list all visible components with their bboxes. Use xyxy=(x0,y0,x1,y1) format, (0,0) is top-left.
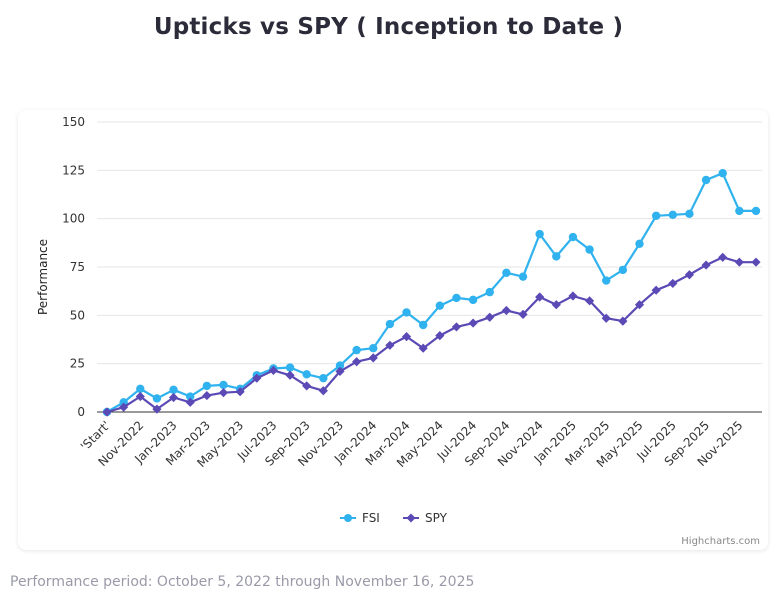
spy-point[interactable] xyxy=(634,300,645,310)
y-tick-label: 25 xyxy=(70,357,85,371)
legend-item-spy[interactable]: SPY xyxy=(403,511,448,525)
spy-point[interactable] xyxy=(668,278,678,289)
fsi-point[interactable] xyxy=(602,276,611,285)
fsi-point[interactable] xyxy=(735,206,744,216)
spy-point[interactable] xyxy=(168,392,179,403)
page-title: Upticks vs SPY ( Inception to Date ) xyxy=(153,14,624,40)
y-tick-label: 50 xyxy=(70,308,85,322)
spy-point[interactable] xyxy=(485,312,495,322)
fsi-point[interactable] xyxy=(418,320,428,330)
fsi-point[interactable] xyxy=(136,384,145,393)
fsi-point[interactable] xyxy=(502,268,511,277)
grid-lines xyxy=(97,121,762,365)
fsi-point[interactable] xyxy=(718,169,727,178)
spy-point[interactable] xyxy=(751,257,761,267)
legend-marker-fsi xyxy=(344,514,352,522)
fsi-point[interactable] xyxy=(119,398,128,407)
spy-point[interactable] xyxy=(385,340,395,350)
fsi-point[interactable] xyxy=(169,385,178,394)
fsi-point[interactable] xyxy=(402,308,411,317)
fsi-point[interactable] xyxy=(751,206,761,216)
legend: FSI SPY xyxy=(340,511,448,525)
spy-point[interactable] xyxy=(302,381,312,391)
spy-point[interactable] xyxy=(135,391,145,402)
spy-series xyxy=(102,252,761,417)
spy-point[interactable] xyxy=(202,390,212,401)
spy-point[interactable] xyxy=(152,404,162,414)
fsi-point[interactable] xyxy=(585,245,594,254)
fsi-point[interactable] xyxy=(335,361,345,370)
fsi-point[interactable] xyxy=(452,293,461,303)
spy-point[interactable] xyxy=(684,270,695,280)
fsi-point[interactable] xyxy=(552,252,561,261)
fsi-point[interactable] xyxy=(352,345,361,355)
spy-point[interactable] xyxy=(468,318,478,328)
fsi-point[interactable] xyxy=(468,295,478,305)
fsi-point[interactable] xyxy=(485,287,494,297)
spy-line xyxy=(106,256,756,414)
spy-point[interactable] xyxy=(218,388,229,398)
fsi-point[interactable] xyxy=(385,319,395,329)
spy-point[interactable] xyxy=(185,397,195,407)
spy-point[interactable] xyxy=(568,291,578,301)
spy-point[interactable] xyxy=(235,387,245,397)
fsi-point[interactable] xyxy=(369,344,378,353)
performance-chart: Highcharts.com 0 25 50 75 100 125 150 Performan… xyxy=(36,115,762,547)
spy-point[interactable] xyxy=(451,322,462,332)
fsi-point[interactable] xyxy=(685,209,694,219)
y-axis-title: Performance xyxy=(36,239,50,315)
fsi-point[interactable] xyxy=(535,229,544,239)
fsi-point[interactable] xyxy=(701,175,711,185)
y-tick-label: 150 xyxy=(62,115,85,129)
spy-point[interactable] xyxy=(734,257,744,267)
spy-point[interactable] xyxy=(601,313,611,323)
spy-point[interactable] xyxy=(285,370,295,380)
spy-point[interactable] xyxy=(535,292,545,302)
series-group xyxy=(102,169,761,417)
fsi-point[interactable] xyxy=(285,363,295,372)
fsi-point[interactable] xyxy=(568,232,578,242)
fsi-point[interactable] xyxy=(219,380,228,390)
fsi-point[interactable] xyxy=(435,301,445,310)
fsi-point[interactable] xyxy=(202,381,212,391)
spy-point[interactable] xyxy=(318,386,328,396)
spy-point[interactable] xyxy=(501,305,511,316)
spy-point[interactable] xyxy=(335,366,345,376)
fsi-line xyxy=(106,172,756,413)
fsi-point[interactable] xyxy=(651,211,661,220)
highcharts-credits[interactable]: Highcharts.com xyxy=(681,536,760,547)
legend-label-fsi: FSI xyxy=(362,511,380,525)
spy-point[interactable] xyxy=(352,357,362,367)
spy-point[interactable] xyxy=(551,300,561,310)
y-tick-label: 0 xyxy=(77,405,85,419)
y-tick-label: 100 xyxy=(62,212,85,226)
spy-point[interactable] xyxy=(119,402,129,412)
spy-point[interactable] xyxy=(651,285,661,295)
fsi-point[interactable] xyxy=(319,373,328,383)
y-tick-label: 75 xyxy=(70,260,85,274)
legend-marker-spy xyxy=(406,513,416,523)
fsi-point[interactable] xyxy=(518,272,528,281)
fsi-point[interactable] xyxy=(635,239,644,248)
fsi-point[interactable] xyxy=(302,370,311,379)
spy-point[interactable] xyxy=(418,343,428,353)
spy-point[interactable] xyxy=(102,407,112,417)
legend-item-fsi[interactable]: FSI xyxy=(340,511,380,525)
spy-point[interactable] xyxy=(718,252,728,262)
fsi-point[interactable] xyxy=(618,265,628,275)
spy-point[interactable] xyxy=(701,260,711,270)
y-tick-label: 125 xyxy=(62,163,85,177)
chart-card: Highcharts.com 0 25 50 75 100 125 150 Performan… xyxy=(18,110,768,550)
fsi-point[interactable] xyxy=(668,210,677,219)
fsi-series xyxy=(102,169,761,417)
spy-point[interactable] xyxy=(268,365,279,376)
legend-label-spy: SPY xyxy=(425,511,448,525)
fsi-point[interactable] xyxy=(152,394,162,403)
fsi-point[interactable] xyxy=(186,392,195,401)
performance-period-note: Performance period: October 5, 2022 thro… xyxy=(10,574,475,590)
